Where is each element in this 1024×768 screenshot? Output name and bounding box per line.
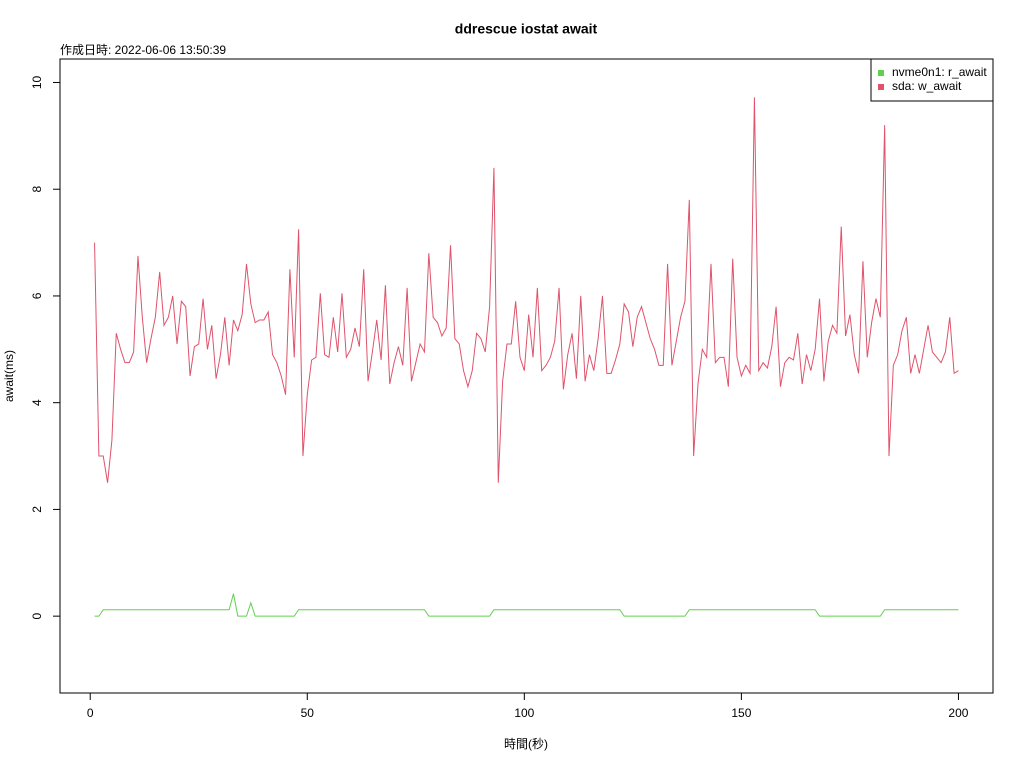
y-tick-label: 0	[30, 612, 44, 619]
y-tick-label: 4	[30, 399, 44, 406]
y-tick-label: 6	[30, 292, 44, 299]
legend-label: nvme0n1: r_await	[892, 65, 987, 79]
x-tick-label: 200	[948, 706, 968, 720]
legend-label: sda: w_await	[892, 79, 962, 93]
subtitle: 作成日時: 2022-06-06 13:50:39	[60, 43, 226, 57]
y-axis-label: await(ms)	[2, 350, 16, 402]
x-tick-label: 150	[731, 706, 751, 720]
chart-title: ddrescue iostat await	[455, 21, 598, 37]
x-tick-label: 100	[514, 706, 534, 720]
x-tick-label: 0	[87, 706, 94, 720]
series-line	[94, 593, 959, 617]
x-tick-label: 50	[301, 706, 315, 720]
y-tick-label: 10	[30, 75, 44, 89]
x-axis-label: 時間(秒)	[504, 737, 548, 751]
y-tick-label: 8	[30, 186, 44, 193]
plot-frame	[59, 58, 994, 694]
legend-swatch	[878, 70, 884, 76]
legend-swatch	[878, 84, 884, 90]
y-tick-label: 2	[30, 506, 44, 513]
series-line	[94, 97, 959, 483]
legend-box	[870, 58, 994, 102]
